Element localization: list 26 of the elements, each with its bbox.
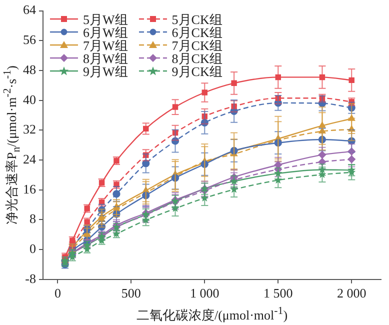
y-tick-label: 8 [30, 211, 36, 226]
y-tick-label: 16 [23, 181, 36, 196]
y-tick-label: 0 [30, 240, 36, 256]
y-tick-label: 32 [23, 122, 36, 137]
legend-label: 7月W组 [83, 38, 128, 53]
x-tick-label: 1 000 [190, 286, 220, 301]
x-tick-label: 0 [54, 286, 61, 301]
y-tick-label: 56 [23, 32, 36, 48]
legend-label: 5月W组 [83, 12, 128, 27]
legend-label: 8月W组 [83, 50, 128, 66]
y-tick-label: 24 [23, 151, 36, 166]
legend-label: 9月CK组 [172, 64, 222, 79]
legend-label: 7月CK组 [172, 38, 222, 53]
legend-label: 9月W组 [83, 64, 128, 79]
x-tick-label: 500 [121, 286, 141, 301]
y-tick-label: 64 [23, 2, 36, 18]
legend-label: 6月W组 [83, 24, 128, 40]
legend-label: 6月CK组 [172, 24, 222, 40]
x-axis-title: 二氧化碳浓度/(μmol·mol$^{-1}$) [135, 305, 289, 324]
x-tick-label: 2 000 [336, 286, 366, 301]
legend-label: 5月CK组 [172, 12, 222, 27]
x-tick-label: 1 500 [264, 286, 293, 301]
legend-label: 8月CK组 [172, 50, 222, 66]
y-tick-label: 40 [23, 92, 36, 107]
y-tick-label: 48 [23, 62, 36, 77]
y-tick-label: -8 [25, 270, 36, 286]
